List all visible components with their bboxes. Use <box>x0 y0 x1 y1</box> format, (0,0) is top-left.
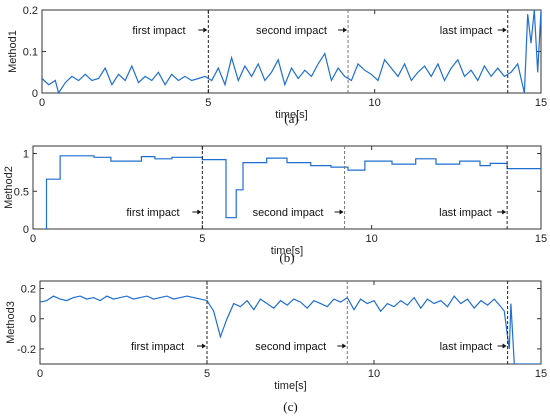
panel-caption: (b) <box>279 250 294 265</box>
series-line <box>42 10 541 93</box>
x-tick-label: 10 <box>369 97 381 109</box>
annotation-arrowhead <box>502 27 507 33</box>
x-tick-label: 5 <box>204 368 210 380</box>
annotation-arrowhead <box>342 343 347 349</box>
series-line <box>40 295 541 364</box>
x-tick-label: 0 <box>30 233 36 245</box>
x-tick-label: 5 <box>199 233 205 245</box>
panel-caption: (a) <box>284 111 298 126</box>
impact-annotation: second impact <box>256 25 327 37</box>
y-axis-label: Method2 <box>3 166 15 209</box>
x-tick-label: 0 <box>39 97 45 109</box>
annotation-arrowhead <box>339 209 344 215</box>
y-tick-label: -0.2 <box>17 344 36 356</box>
x-axis-label: time[s] <box>271 245 303 257</box>
y-tick-label: 0 <box>23 224 29 236</box>
x-tick-label: 10 <box>368 368 380 380</box>
x-tick-label: 10 <box>366 233 378 245</box>
impact-annotation: first impact <box>131 341 184 353</box>
axes-frame <box>32 145 542 230</box>
y-tick-label: 0 <box>30 314 36 326</box>
series-line <box>43 155 541 229</box>
annotation-arrowhead <box>197 209 202 215</box>
impact-annotation: second impact <box>253 207 324 219</box>
annotation-arrowhead <box>202 343 206 349</box>
x-axis-label: time[s] <box>275 109 307 121</box>
x-tick-label: 15 <box>535 97 547 109</box>
x-tick-label: 15 <box>535 233 547 245</box>
impact-annotation: first impact <box>126 207 179 219</box>
x-axis-label: time[s] <box>274 380 306 392</box>
axes-frame <box>39 280 542 365</box>
annotation-arrowhead <box>203 27 208 33</box>
y-tick-label: 1 <box>23 149 29 161</box>
impact-annotation: last impact <box>440 25 493 37</box>
x-tick-label: 15 <box>535 368 547 380</box>
impact-annotation: last impact <box>439 207 492 219</box>
impact-annotation: first impact <box>132 25 185 37</box>
x-tick-label: 0 <box>37 368 43 380</box>
annotation-arrowhead <box>502 209 507 215</box>
panel-caption: (c) <box>283 399 297 414</box>
impact-annotation: last impact <box>440 341 493 353</box>
y-tick-label: 0 <box>32 88 38 100</box>
axes-frame <box>41 9 542 94</box>
y-tick-label: 0.2 <box>21 284 36 296</box>
annotation-arrowhead <box>502 343 507 349</box>
y-tick-label: 0.5 <box>14 186 29 198</box>
impact-annotation: second impact <box>255 341 326 353</box>
annotation-arrowhead <box>343 27 348 33</box>
panel-a: 0 5 10 15 0 0.1 0.2 time[s] Method1 (a) first impa… <box>7 5 547 126</box>
y-tick-label: 0.2 <box>23 5 38 17</box>
y-axis-label: Method1 <box>7 30 19 73</box>
y-axis-label: Method3 <box>5 301 17 344</box>
panel-b: 0 5 10 15 0 0.5 1 time[s] Method2 (b) first impact… <box>3 145 547 265</box>
y-tick-label: 0.1 <box>23 47 38 59</box>
x-tick-label: 5 <box>205 97 211 109</box>
